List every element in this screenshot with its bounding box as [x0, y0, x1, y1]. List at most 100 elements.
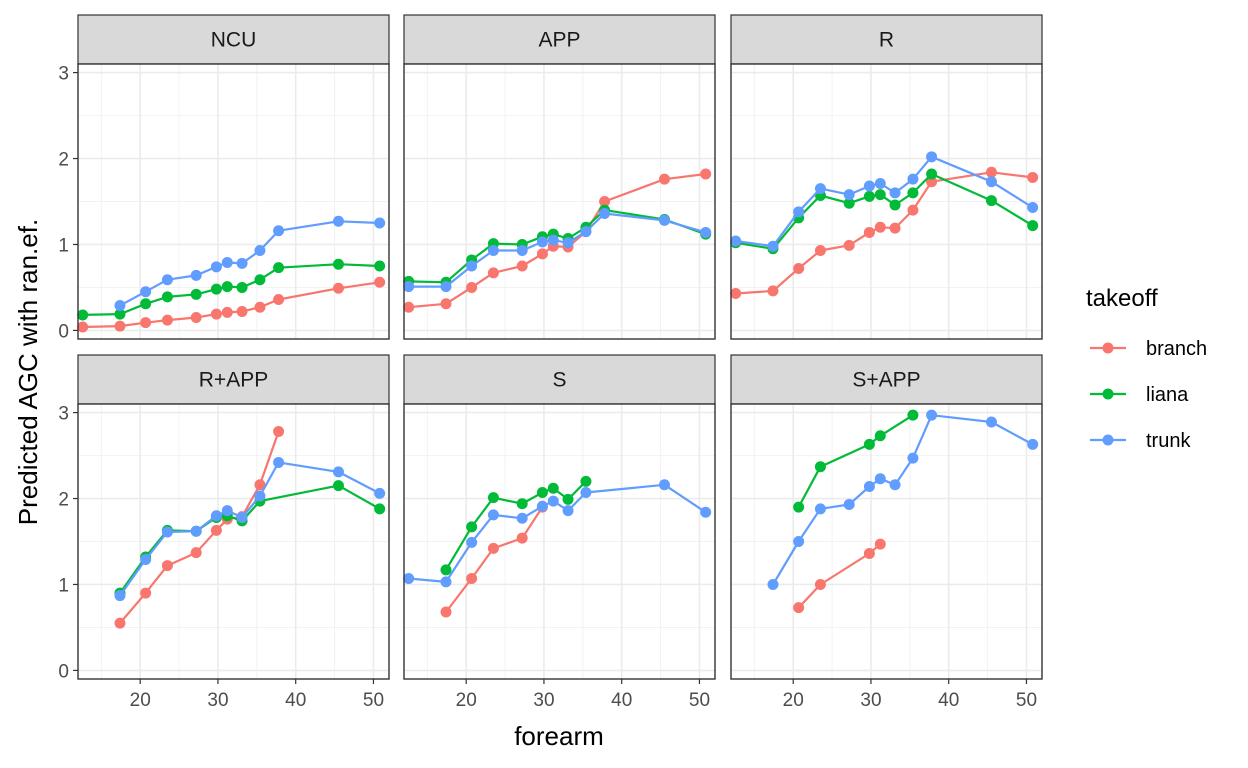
data-point [874, 221, 886, 233]
data-point [1027, 220, 1039, 232]
data-point [190, 269, 202, 281]
y-tick-label: 3 [58, 404, 69, 425]
data-point [658, 214, 670, 226]
data-point [403, 572, 415, 584]
y-tick-label: 1 [58, 235, 69, 256]
y-tick-label: 3 [58, 64, 69, 85]
strip-background [77, 14, 390, 65]
data-point [1027, 438, 1039, 450]
legend-key-point [1102, 342, 1114, 354]
data-point [516, 512, 528, 524]
y-axis-title: Predicted AGC with ran.ef. [13, 219, 43, 525]
data-point [487, 509, 499, 521]
data-point [767, 285, 779, 297]
data-point [562, 237, 574, 249]
data-point [874, 473, 886, 485]
x-tick-label: 20 [783, 690, 804, 711]
data-point [889, 479, 901, 491]
data-point [487, 244, 499, 256]
data-point [221, 306, 233, 318]
data-point [161, 560, 173, 572]
data-point [161, 291, 173, 303]
data-point [547, 234, 559, 246]
x-tick-label: 50 [363, 690, 384, 711]
panel-border [77, 403, 390, 680]
data-point [547, 482, 559, 494]
data-point [767, 578, 779, 590]
strip-label: S [552, 369, 566, 392]
data-point [254, 479, 266, 491]
data-point [440, 606, 452, 618]
data-point [793, 536, 805, 547]
series-trunk [767, 409, 1039, 590]
panel-ncu: NCU [77, 14, 390, 340]
panel-r-app: R+APP [77, 354, 390, 680]
data-point [374, 503, 386, 515]
data-point [161, 314, 173, 326]
series-line [797, 543, 882, 609]
data-point [536, 236, 548, 248]
data-point [332, 466, 344, 478]
gridlines [78, 64, 389, 339]
data-point [580, 475, 592, 487]
data-point [114, 299, 126, 311]
series-trunk [730, 151, 1039, 252]
legend-key-point [1102, 434, 1114, 446]
data-point [889, 199, 901, 211]
data-point [190, 525, 202, 537]
data-point [466, 572, 478, 584]
y-tick-label: 0 [58, 661, 69, 682]
data-point [254, 301, 266, 313]
x-tick-label: 40 [611, 690, 632, 711]
y-tick-label: 0 [58, 321, 69, 342]
panel-app: APP [403, 14, 716, 340]
strip-background [77, 354, 390, 405]
data-point [236, 281, 248, 293]
x-tick-label: 40 [938, 690, 959, 711]
strip-label: NCU [211, 29, 257, 52]
data-point [907, 173, 919, 185]
panel-border [403, 403, 716, 680]
data-point [863, 548, 875, 560]
x-tick-label: 40 [285, 690, 306, 711]
data-point [793, 263, 805, 275]
x-tick-label: 50 [689, 690, 710, 711]
panel-border [730, 403, 1043, 680]
data-point [863, 226, 875, 238]
data-point [658, 173, 670, 185]
panels: NCU APP R R+APP S S+APP [77, 14, 1043, 680]
data-point [273, 426, 285, 437]
data-point [580, 487, 592, 499]
data-point [863, 481, 875, 492]
series-trunk [114, 456, 386, 602]
series-line [408, 212, 707, 288]
data-point [210, 261, 222, 273]
series-liana [440, 475, 592, 576]
data-point [273, 456, 285, 468]
data-point [210, 283, 222, 295]
data-point [926, 176, 938, 188]
y-tick-label: 1 [58, 575, 69, 596]
panel-border [403, 63, 716, 340]
data-point [814, 244, 826, 256]
data-point [374, 260, 386, 272]
data-point [403, 301, 415, 313]
data-point [273, 262, 285, 274]
data-point [793, 602, 805, 614]
data-point [487, 542, 499, 554]
data-point [907, 452, 919, 464]
data-point [210, 524, 222, 536]
data-point [767, 240, 779, 252]
x-axis-title: forearm [514, 721, 604, 751]
data-point [114, 590, 126, 602]
data-point [926, 409, 938, 421]
data-point [374, 276, 386, 288]
data-point [236, 511, 248, 523]
data-point [907, 187, 919, 199]
data-point [161, 526, 173, 538]
data-point [77, 309, 89, 321]
data-point [985, 176, 997, 188]
y-tick-label: 2 [58, 150, 69, 171]
data-point [793, 501, 805, 513]
